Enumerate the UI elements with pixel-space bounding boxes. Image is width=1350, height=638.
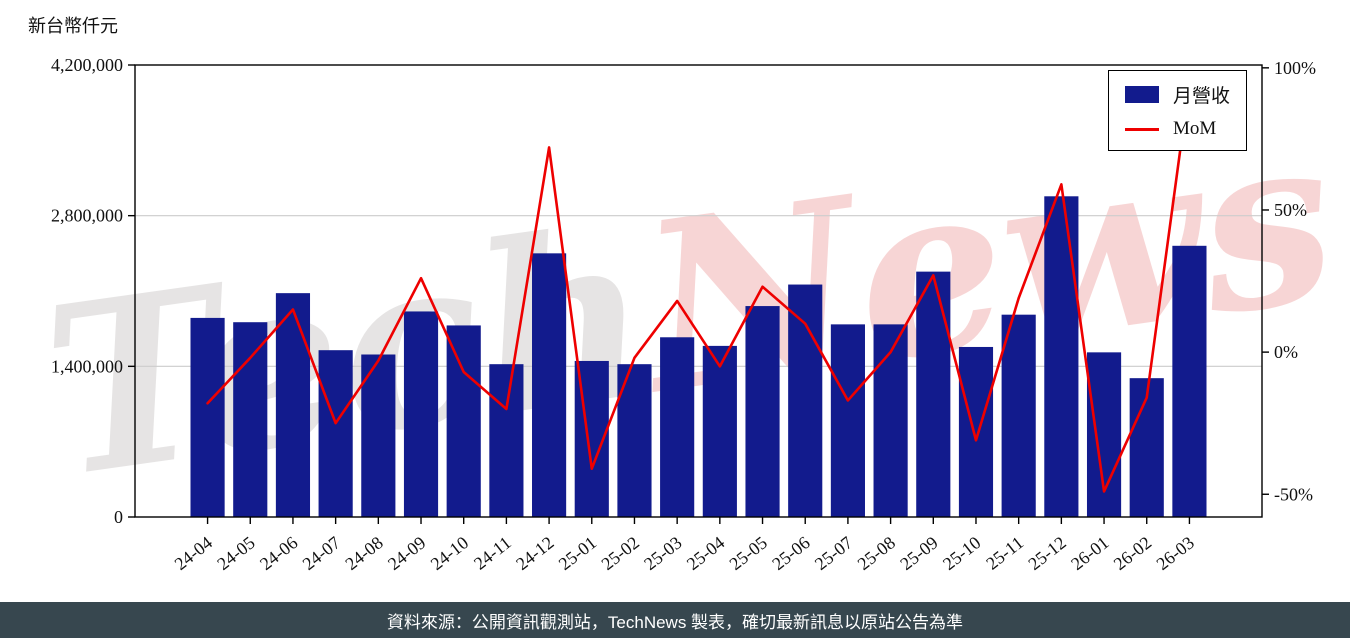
x-tick-label: 26-02: [1110, 532, 1155, 574]
right-tick-label: 0%: [1274, 342, 1298, 362]
revenue-bar-24-11: [489, 364, 524, 517]
right-tick-label: -50%: [1274, 484, 1313, 504]
x-tick-label: 24-09: [384, 532, 429, 574]
mom-line-swatch: [1124, 127, 1159, 131]
legend-item-mom: MoM: [1124, 118, 1230, 140]
revenue-bar-24-12: [532, 253, 567, 518]
x-tick-label: 24-10: [427, 532, 472, 574]
x-tick-label: 25-05: [726, 532, 771, 574]
x-tick-label: 24-04: [171, 532, 216, 574]
mom-line: [206, 80, 1191, 493]
revenue-bar-24-06: [275, 293, 311, 517]
revenue-bar-swatch: [1124, 86, 1159, 103]
revenue-bar-24-07: [318, 350, 353, 517]
revenue-bar-24-05: [233, 322, 268, 517]
left-tick-label: 4,200,000: [51, 55, 123, 75]
legend-label-revenue: 月營收: [1172, 86, 1230, 107]
left-tick-label: 0: [114, 507, 123, 527]
x-tick-label: 25-12: [1024, 532, 1069, 574]
revenue-bar-24-09: [403, 311, 439, 517]
x-tick-label: 25-03: [640, 532, 685, 574]
revenue-bar-26-02: [1129, 378, 1164, 517]
revenue-bar-25-05: [745, 306, 780, 517]
left-tick-label: 1,400,000: [51, 356, 123, 376]
y-axis-unit-label: 新台幣仟元: [28, 16, 118, 36]
x-tick-label: 26-03: [1152, 532, 1197, 574]
revenue-bar-24-04: [190, 317, 225, 517]
x-tick-label: 25-10: [939, 532, 984, 574]
x-tick-label: 24-05: [213, 532, 258, 574]
right-tick-label: 100%: [1274, 58, 1316, 78]
plot-border: [134, 64, 1263, 518]
revenue-bar-25-12: [1044, 196, 1079, 518]
revenue-bar-24-08: [361, 354, 396, 517]
x-tick-label: 25-02: [598, 532, 643, 574]
x-tick-label: 25-11: [982, 532, 1027, 573]
revenue-bar-25-07: [830, 324, 865, 517]
legend-label-mom: MoM: [1172, 118, 1217, 139]
x-tick-label: 24-06: [256, 532, 301, 574]
revenue-bar-24-10: [446, 325, 481, 517]
right-tick-label: 50%: [1274, 200, 1307, 220]
revenue-bar-25-06: [788, 284, 823, 517]
left-tick-label: 2,800,000: [51, 206, 123, 226]
x-tick-label: 26-01: [1067, 532, 1112, 574]
x-tick-label: 25-09: [896, 532, 941, 574]
legend-item-revenue: 月營收: [1124, 81, 1230, 108]
revenue-bar-25-09: [916, 271, 951, 517]
x-tick-label: 25-04: [683, 532, 728, 574]
x-tick-label: 25-01: [555, 532, 600, 574]
x-tick-label: 25-06: [768, 532, 813, 574]
x-tick-label: 24-12: [512, 532, 557, 574]
footer-text: 資料來源：公開資訊觀測站，TechNews 製表，確切最新訊息以原站公告為準: [386, 612, 964, 632]
revenue-bar-26-03: [1172, 245, 1207, 518]
revenue-mom-chart: 0 1,400,000 2,800,000 4,200,000 -50% 0% 50% 100…: [51, 55, 1316, 574]
revenue-bar-25-04: [702, 345, 737, 517]
x-tick-label: 25-08: [854, 532, 899, 574]
revenue-bar-25-10: [958, 346, 994, 517]
x-tick-label: 24-07: [299, 532, 344, 574]
x-tick-label: 25-07: [811, 532, 856, 574]
legend: 月營收 MoM: [1107, 70, 1247, 151]
revenue-bar-25-03: [660, 337, 695, 517]
revenue-bar-25-11: [1001, 314, 1036, 517]
x-tick-label: 24-11: [470, 532, 515, 573]
revenue-bar-25-08: [873, 324, 908, 517]
x-tick-label: 24-08: [341, 532, 386, 574]
footer: 資料來源：公開資訊觀測站，TechNews 製表，確切最新訊息以原站公告為準: [0, 602, 1350, 638]
